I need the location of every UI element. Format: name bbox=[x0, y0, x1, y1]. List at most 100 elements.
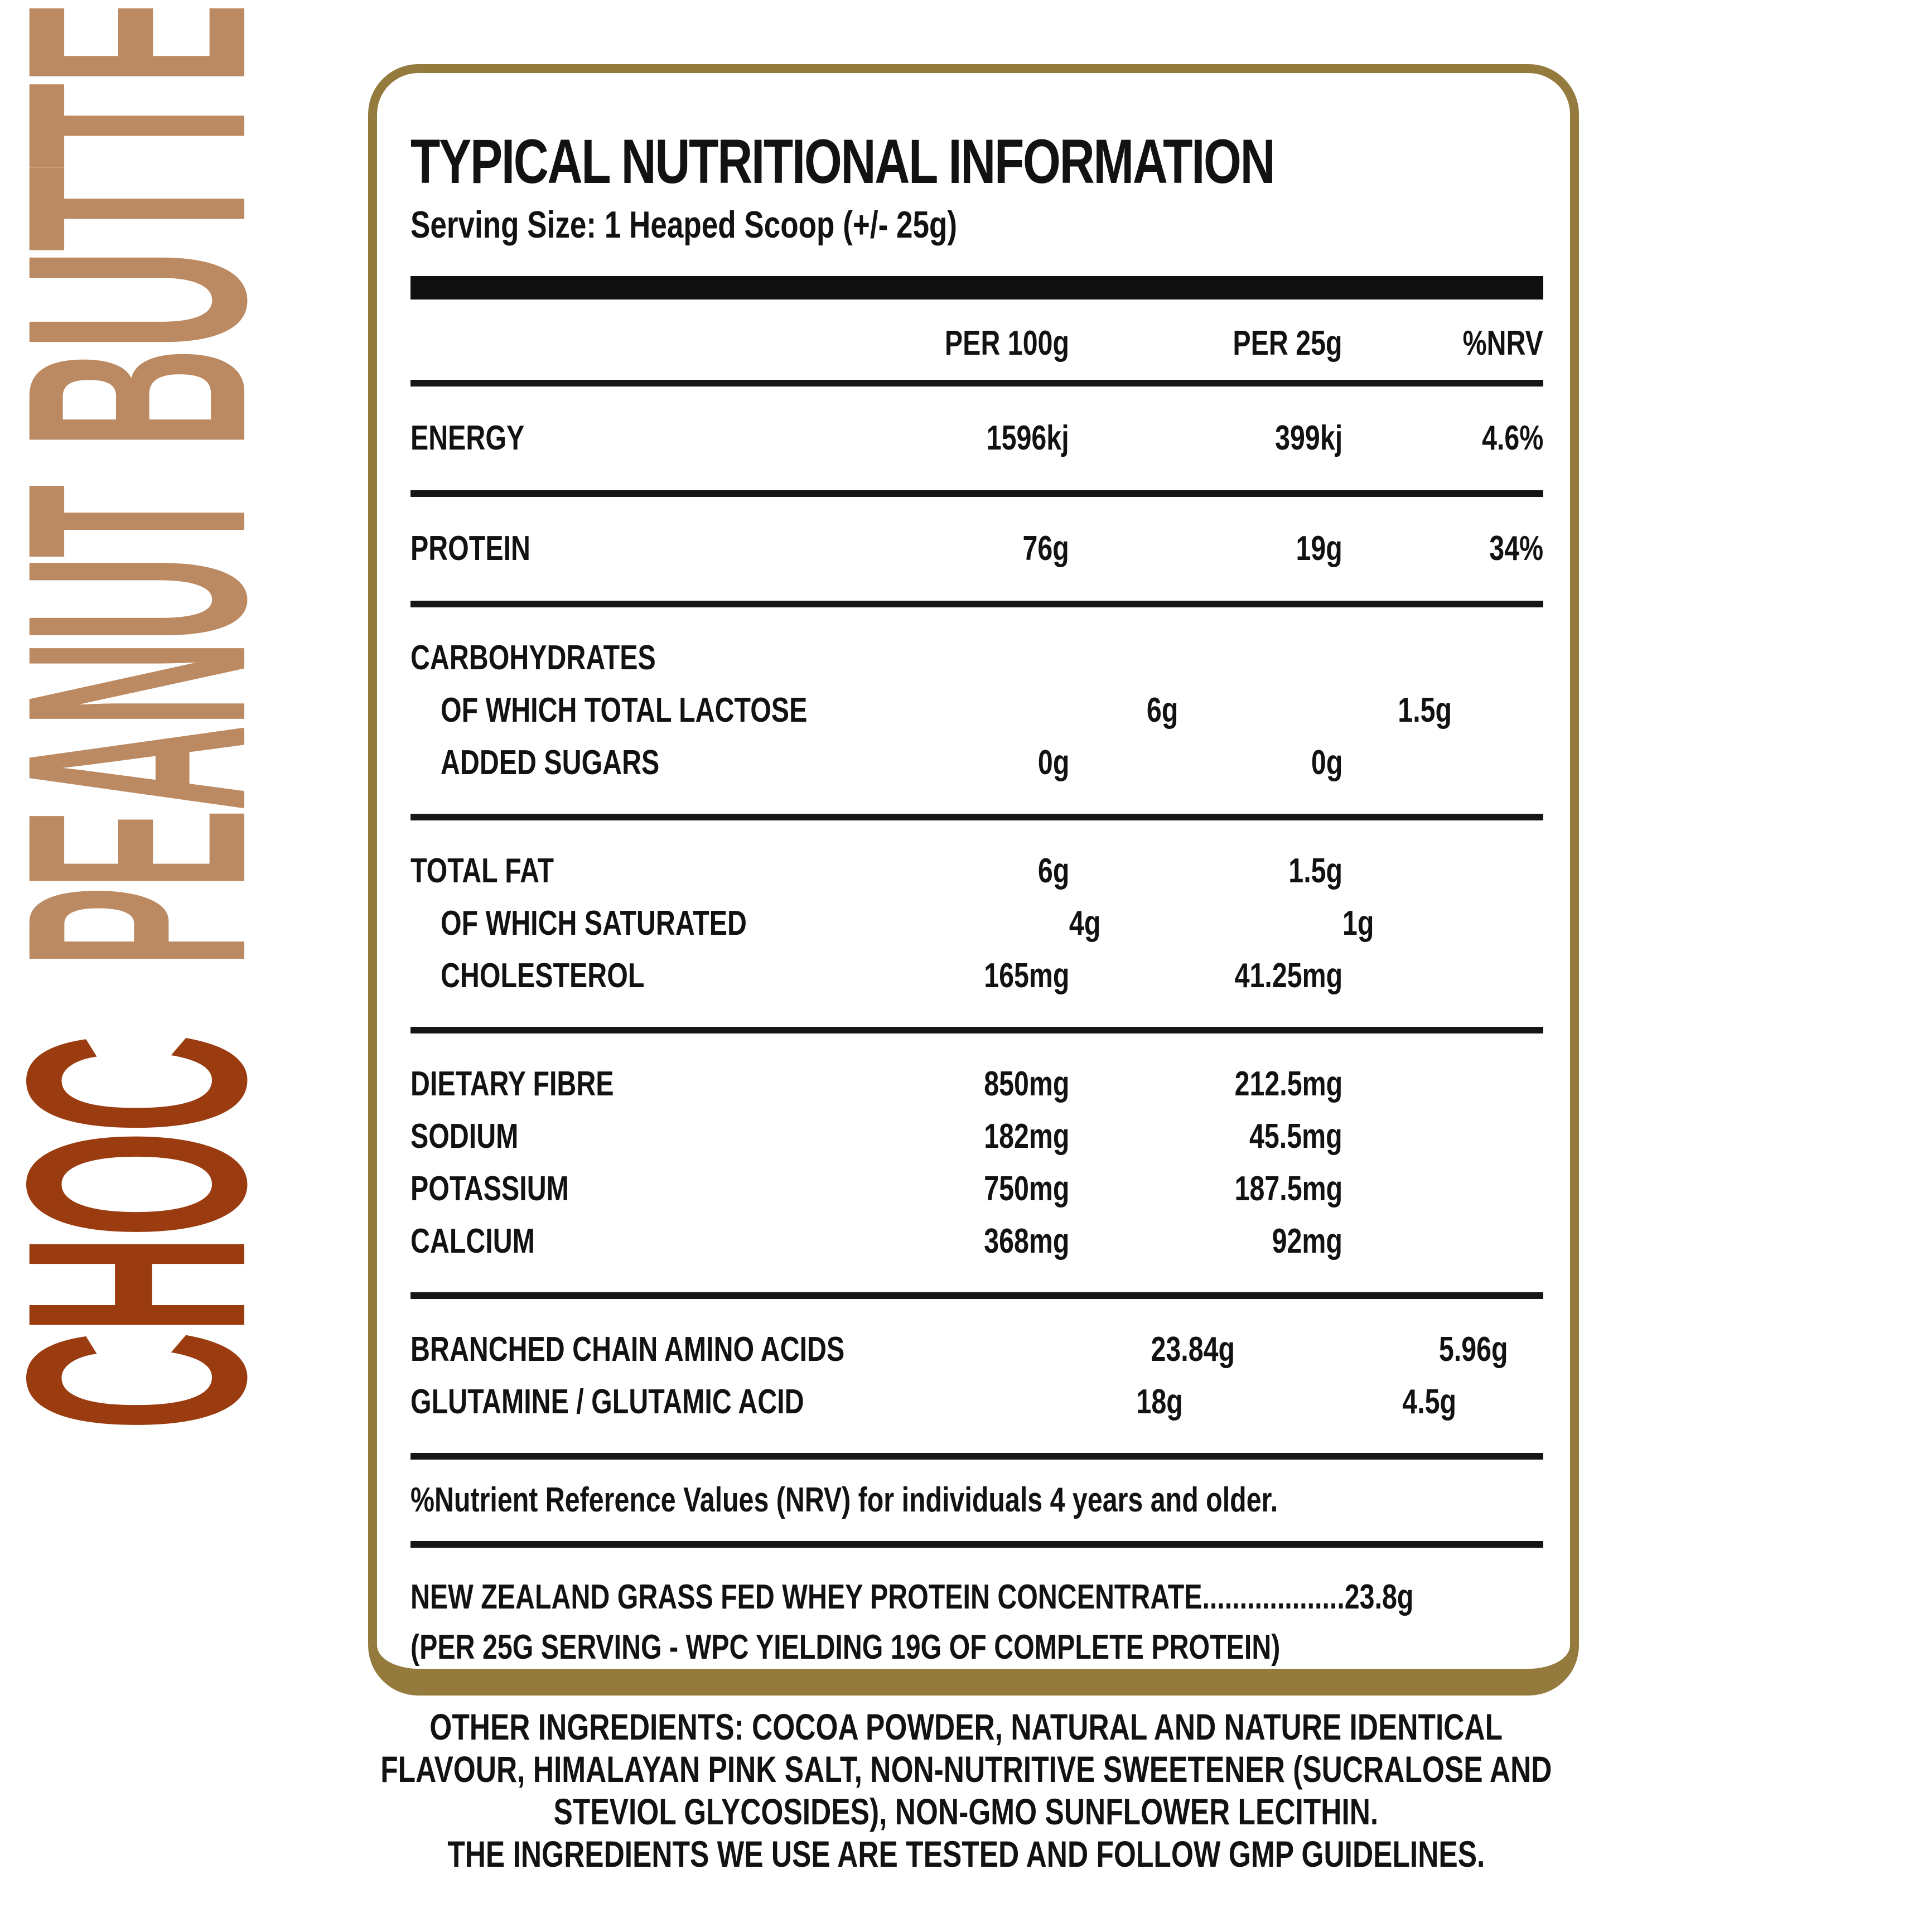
value-per-100g-text: 23.84g bbox=[1151, 1330, 1235, 1369]
table-section: TOTAL FAT 6g 1.5g OF WHICH SATURATED 4g 1g CHO… bbox=[410, 820, 1543, 1027]
value-per-100g: 1596kj bbox=[801, 412, 1069, 465]
nutrient-label-text: ADDED SUGARS bbox=[441, 743, 660, 782]
value-nrv bbox=[1342, 950, 1543, 1002]
value-nrv bbox=[1342, 1110, 1543, 1163]
value-per-100g-text: 1596kj bbox=[987, 419, 1069, 457]
table-row: ADDED SUGARS 0g 0g bbox=[410, 737, 1543, 789]
column-header-nrv-text: %NRV bbox=[1462, 324, 1543, 363]
nutrient-label-text: CARBOHYDRATES bbox=[410, 639, 656, 677]
column-header-nrv: %NRV bbox=[1342, 324, 1543, 363]
value-per-100g: 750mg bbox=[801, 1163, 1069, 1215]
nutrient-label-text: BRANCHED CHAIN AMINO ACIDS bbox=[410, 1330, 845, 1369]
value-per-25g-text: 45.5mg bbox=[1249, 1117, 1342, 1156]
value-per-25g: 1g bbox=[1101, 897, 1374, 950]
value-per-25g-text: 4.5g bbox=[1402, 1383, 1456, 1421]
wpc-note-text: (PER 25G SERVING - WPC YIELDING 19G OF C… bbox=[410, 1628, 1281, 1667]
nutrient-label: OF WHICH SATURATED bbox=[410, 897, 833, 950]
value-per-25g-text: 19g bbox=[1296, 529, 1342, 568]
value-per-100g-text: 750mg bbox=[983, 1170, 1069, 1208]
other-ingredients-line-text: STEVIOL GLYCOSIDES), NON-GMO SUNFLOWER L… bbox=[553, 1791, 1379, 1832]
nutrient-label: ADDED SUGARS bbox=[410, 737, 801, 789]
value-per-100g: 6g bbox=[801, 845, 1069, 897]
nutrient-label: GLUTAMINE / GLUTAMIC ACID bbox=[410, 1376, 915, 1428]
table-row: BRANCHED CHAIN AMINO ACIDS 23.84g 5.96g bbox=[410, 1324, 1543, 1376]
other-ingredients-line: THE INGREDIENTS WE USE ARE TESTED AND FO… bbox=[0, 1833, 1932, 1875]
nutrient-label: OF WHICH TOTAL LACTOSE bbox=[410, 684, 911, 737]
nutrient-label-text: OF WHICH SATURATED bbox=[441, 904, 747, 943]
nutrient-label-text: CALCIUM bbox=[410, 1222, 535, 1260]
value-nrv bbox=[1452, 684, 1653, 737]
wpc-block: NEW ZEALAND GRASS FED WHEY PROTEIN CONCE… bbox=[410, 1548, 1543, 1673]
value-per-25g: 41.25mg bbox=[1069, 950, 1342, 1002]
value-per-100g-text: 18g bbox=[1136, 1383, 1183, 1421]
divider bbox=[410, 490, 1543, 497]
value-per-25g-text: 187.5mg bbox=[1234, 1170, 1342, 1208]
nutrient-label: POTASSIUM bbox=[410, 1163, 801, 1215]
value-per-25g-text: 399kj bbox=[1274, 419, 1342, 457]
value-per-25g-text: 1.5g bbox=[1288, 852, 1342, 890]
panel-title: TYPICAL NUTRITIONAL INFORMATION bbox=[410, 129, 1543, 195]
column-header-per25g-text: PER 25g bbox=[1233, 324, 1342, 363]
nutrient-label-text: GLUTAMINE / GLUTAMIC ACID bbox=[410, 1383, 804, 1421]
wpc-note: (PER 25G SERVING - WPC YIELDING 19G OF C… bbox=[410, 1622, 1543, 1673]
nutrition-panel: TYPICAL NUTRITIONAL INFORMATION Serving … bbox=[368, 64, 1579, 1696]
value-nrv: 4.6% bbox=[1342, 412, 1543, 465]
table-row: ENERGY 1596kj 399kj 4.6% bbox=[410, 412, 1543, 465]
flavour-name-vertical: BUTTER PEANUT CHOC bbox=[10, 8, 262, 1559]
value-per-25g: 0g bbox=[1069, 737, 1342, 789]
value-per-100g: 6g bbox=[911, 684, 1178, 737]
table-row: TOTAL FAT 6g 1.5g bbox=[410, 845, 1543, 897]
column-header-per100g: PER 100g bbox=[801, 324, 1069, 363]
value-per-100g-text: 850mg bbox=[983, 1065, 1069, 1103]
divider bbox=[410, 1453, 1543, 1460]
value-per-100g: 0g bbox=[801, 737, 1069, 789]
value-per-25g-text: 212.5mg bbox=[1234, 1065, 1342, 1103]
value-per-100g: 850mg bbox=[801, 1058, 1069, 1110]
value-per-25g-text: 1.5g bbox=[1397, 691, 1452, 730]
value-per-100g bbox=[801, 632, 1069, 684]
value-per-100g-text: 76g bbox=[1022, 529, 1069, 568]
column-header-row: PER 100g PER 25g %NRV bbox=[410, 300, 1543, 380]
other-ingredients: OTHER INGREDIENTS: COCOA POWDER, NATURAL… bbox=[0, 1706, 1932, 1875]
divider bbox=[410, 1292, 1543, 1299]
flavour-word-peanut: PEANUT bbox=[10, 487, 262, 967]
value-per-100g: 76g bbox=[801, 523, 1069, 575]
value-per-100g-text: 368mg bbox=[983, 1222, 1069, 1260]
flavour-word-choc: CHOC bbox=[10, 1037, 262, 1431]
nutrient-label: DIETARY FIBRE bbox=[410, 1058, 801, 1110]
value-per-25g-text: 92mg bbox=[1272, 1222, 1342, 1260]
panel-title-text: TYPICAL NUTRITIONAL INFORMATION bbox=[410, 127, 1276, 196]
value-nrv: 34% bbox=[1342, 523, 1543, 575]
value-nrv bbox=[1342, 845, 1543, 897]
flavour-word-butter: BUTTER bbox=[10, 8, 262, 450]
nutrient-label-text: DIETARY FIBRE bbox=[410, 1065, 614, 1103]
value-per-25g: 187.5mg bbox=[1069, 1163, 1342, 1215]
table-top-bar bbox=[410, 276, 1543, 300]
table-section: BRANCHED CHAIN AMINO ACIDS 23.84g 5.96g GLU… bbox=[410, 1299, 1543, 1453]
table-row: CALCIUM 368mg 92mg bbox=[410, 1215, 1543, 1268]
table-row: DIETARY FIBRE 850mg 212.5mg bbox=[410, 1058, 1543, 1110]
value-per-25g-text: 1g bbox=[1342, 904, 1374, 943]
value-per-100g-text: 4g bbox=[1069, 904, 1101, 943]
value-per-25g: 45.5mg bbox=[1069, 1110, 1342, 1163]
nutrient-label-text: SODIUM bbox=[410, 1117, 519, 1156]
value-nrv bbox=[1342, 632, 1543, 684]
nutrient-label: ENERGY bbox=[410, 412, 801, 465]
nutrient-label-text: TOTAL FAT bbox=[410, 852, 554, 890]
value-per-100g: 4g bbox=[833, 897, 1101, 950]
value-nrv bbox=[1342, 737, 1543, 789]
nutrient-label-text: OF WHICH TOTAL LACTOSE bbox=[441, 691, 808, 730]
table-row: GLUTAMINE / GLUTAMIC ACID 18g 4.5g bbox=[410, 1376, 1543, 1428]
value-nrv bbox=[1342, 1163, 1543, 1215]
table-row: CHOLESTEROL 165mg 41.25mg bbox=[410, 950, 1543, 1002]
value-per-25g: 19g bbox=[1069, 523, 1342, 575]
serving-size-text: Serving Size: 1 Heaped Scoop (+/- 25g) bbox=[410, 204, 958, 246]
nutrient-label: PROTEIN bbox=[410, 523, 801, 575]
value-per-25g: 5.96g bbox=[1235, 1324, 1508, 1376]
table-row: OF WHICH TOTAL LACTOSE 6g 1.5g bbox=[410, 684, 1543, 737]
table-section: ENERGY 1596kj 399kj 4.6% bbox=[410, 387, 1543, 490]
other-ingredients-line-text: FLAVOUR, HIMALAYAN PINK SALT, NON-NUTRIT… bbox=[380, 1749, 1552, 1790]
table-section: PROTEIN 76g 19g 34% bbox=[410, 497, 1543, 601]
nutrient-label: BRANCHED CHAIN AMINO ACIDS bbox=[410, 1324, 967, 1376]
